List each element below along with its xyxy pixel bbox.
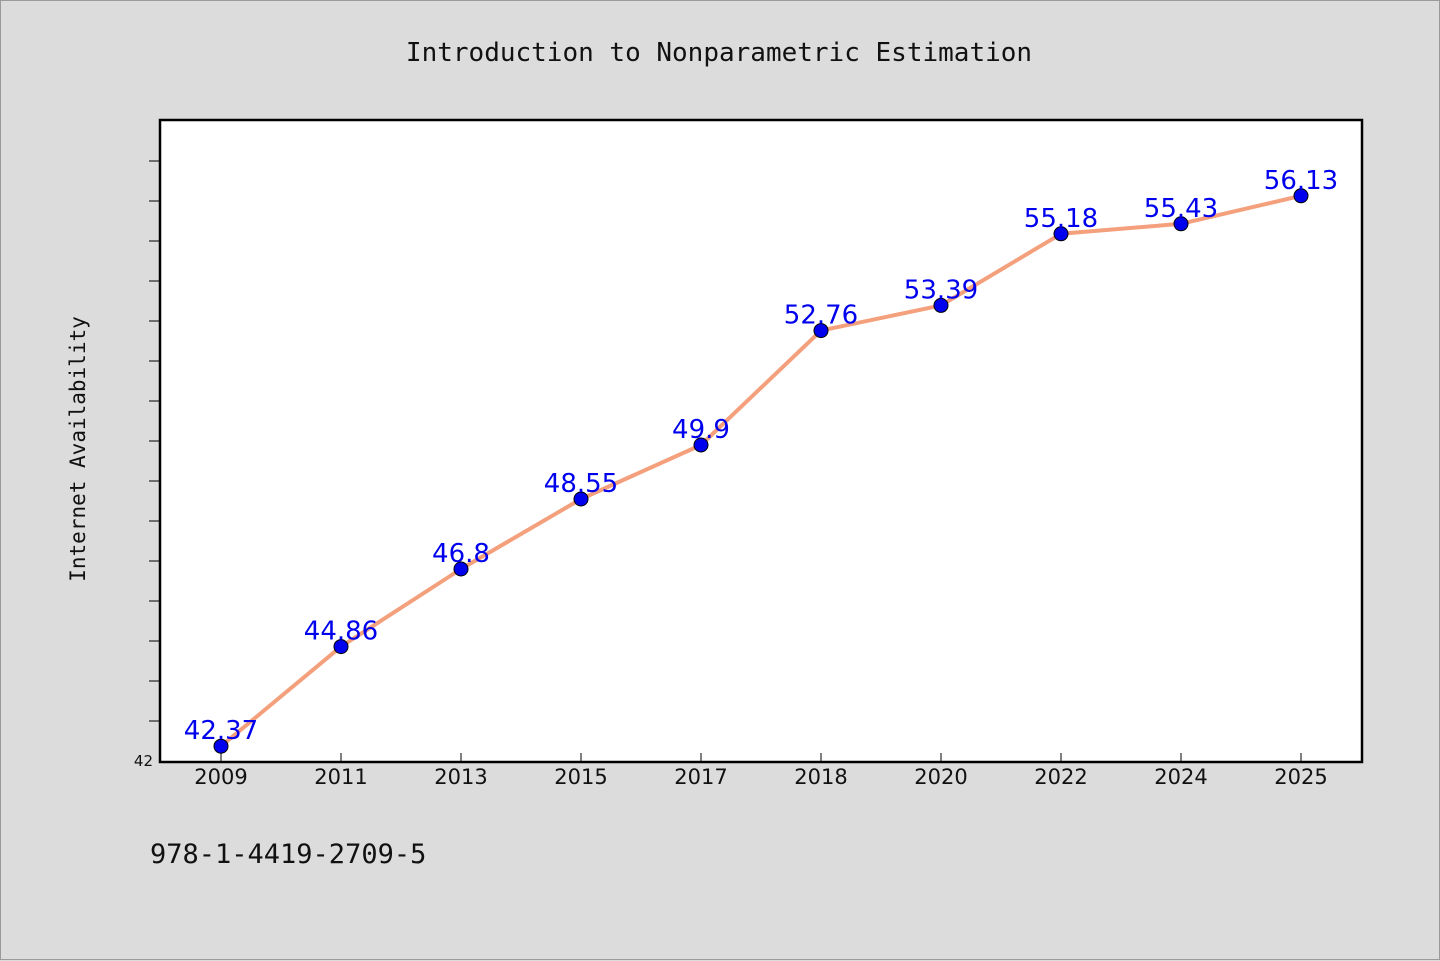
chart-title: Introduction to Nonparametric Estimation <box>406 38 1032 68</box>
x-tick-label: 2011 <box>314 765 367 789</box>
x-axis-ticks: 2009 2011 2013 2015 2017 2018 2020 2022 2024 2025 <box>194 753 1328 789</box>
data-point <box>213 738 229 754</box>
y-axis-label: Internet Availability <box>66 316 90 582</box>
data-label: 48.55 <box>544 469 618 499</box>
x-tick-label: 2009 <box>194 765 247 789</box>
data-point <box>1173 216 1189 232</box>
data-label: 55.18 <box>1024 204 1098 234</box>
data-label: 44.86 <box>304 617 378 647</box>
series-line <box>219 193 1302 748</box>
x-tick-label: 2022 <box>1034 765 1087 789</box>
data-label: 53.39 <box>904 275 978 305</box>
x-tick-label: 2025 <box>1274 765 1327 789</box>
data-label: 46.8 <box>432 539 490 569</box>
y-tick-label: 42 <box>134 752 153 770</box>
data-label: 56.13 <box>1264 166 1338 196</box>
x-tick-label: 2017 <box>674 765 727 789</box>
x-tick-label: 2024 <box>1154 765 1207 789</box>
isbn-label: 978-1-4419-2709-5 <box>150 839 426 870</box>
series-markers <box>213 188 1309 754</box>
data-point <box>933 297 949 313</box>
data-point <box>813 323 829 339</box>
data-labels: 42.37 44.86 46.8 48.55 49.9 52.76 53.39 55.18 55… <box>184 166 1338 746</box>
x-tick-label: 2018 <box>794 765 847 789</box>
data-point <box>453 561 469 577</box>
data-point <box>333 639 349 655</box>
data-point <box>1053 226 1069 242</box>
data-point <box>573 491 589 507</box>
data-label: 49.9 <box>672 415 730 445</box>
data-point <box>693 437 709 453</box>
data-point <box>1293 188 1309 204</box>
y-axis-ticks: 42 <box>134 160 160 770</box>
data-label: 42.37 <box>184 716 258 746</box>
x-tick-label: 2020 <box>914 765 967 789</box>
data-label: 52.76 <box>784 301 858 331</box>
x-tick-label: 2015 <box>554 765 607 789</box>
x-tick-label: 2013 <box>434 765 487 789</box>
data-label: 55.43 <box>1144 194 1218 224</box>
